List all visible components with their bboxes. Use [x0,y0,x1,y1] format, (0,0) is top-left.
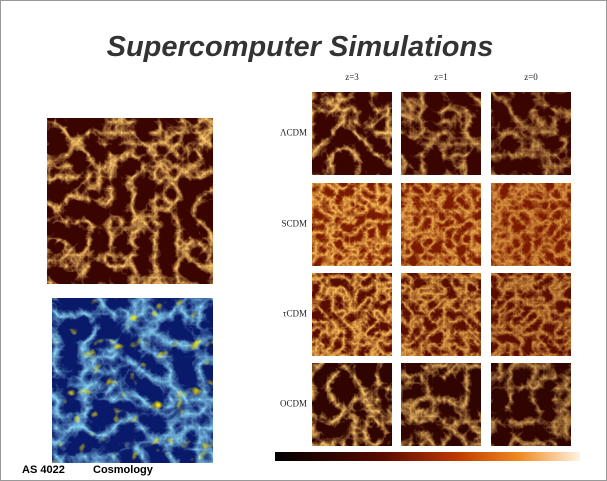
slide-title: Supercomputer Simulations [107,31,494,63]
column-label: z=0 [524,72,538,82]
simulation-panel [401,92,481,175]
slide: Supercomputer Simulations z=3 z=1 z=0 ΛCDM S… [0,0,607,481]
row-label: SCDM [281,219,307,229]
colorbar [275,452,580,461]
simulation-panel [491,363,571,446]
simulation-panel [401,363,481,446]
row-label: ΛCDM [280,128,307,138]
simulation-image [47,118,213,284]
simulation-panel [401,273,481,356]
simulation-panel [491,273,571,356]
simulation-panel [312,92,392,175]
course-topic: Cosmology [93,464,154,476]
course-code: AS 4022 [22,464,65,476]
simulation-image [52,298,213,463]
page: Supercomputer Simulations z=3 z=1 z=0 ΛCDM S… [0,0,607,481]
simulation-panel [491,92,571,175]
column-label: z=1 [434,72,448,82]
simulation-panel [312,273,392,356]
simulation-panel [401,183,481,266]
simulation-panel [312,363,392,446]
simulation-panel [491,183,571,266]
column-label: z=3 [345,72,359,82]
row-label: OCDM [280,399,307,409]
model-grid: z=3 z=1 z=0 ΛCDM SCDM τCDM OCDM [280,72,571,446]
simulation-panel [312,183,392,266]
row-label: τCDM [283,309,307,319]
